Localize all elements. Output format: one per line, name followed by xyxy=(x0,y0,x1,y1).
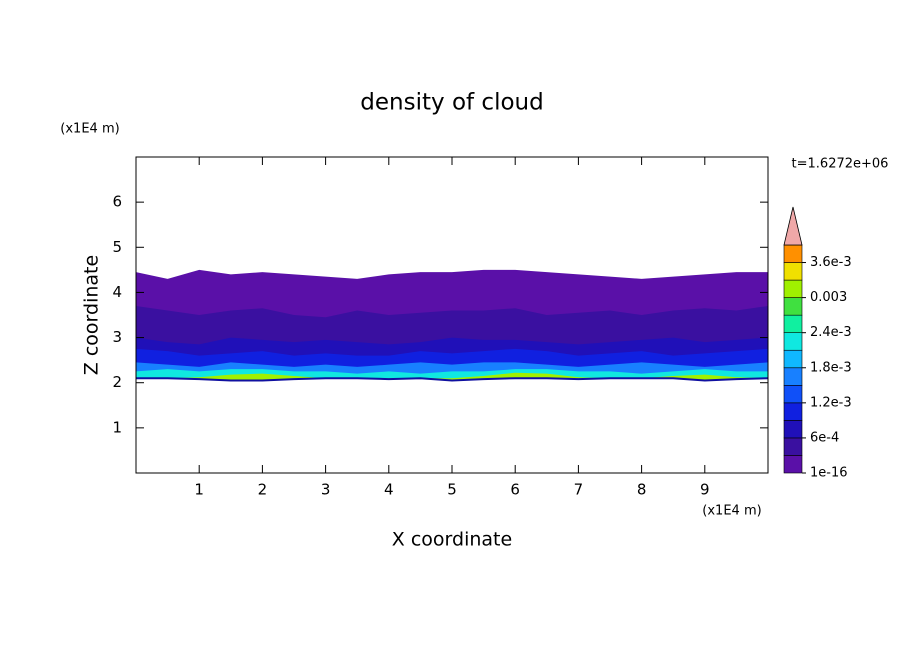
x-axis-label: X coordinate xyxy=(392,529,512,551)
colorbar-box xyxy=(783,349,803,369)
x-tick-label: 7 xyxy=(574,481,584,499)
x-tick-label: 2 xyxy=(258,481,268,499)
x-tick-label: 5 xyxy=(447,481,457,499)
x-tick-label: 1 xyxy=(194,481,204,499)
colorbar-label: 1.8e-3 xyxy=(810,360,852,375)
x-tick-label: 9 xyxy=(700,481,710,499)
colorbar-box xyxy=(783,420,803,439)
colorbar-label: 1e-16 xyxy=(810,466,848,481)
colorbar-box xyxy=(783,314,803,333)
colorbar-box xyxy=(783,367,803,386)
colorbar-box xyxy=(783,402,803,421)
x-tick-label: 6 xyxy=(510,481,520,499)
y-tick-label: 6 xyxy=(112,193,122,211)
colorbar-box xyxy=(783,455,803,474)
colorbar-extension xyxy=(783,206,803,246)
x-tick-label: 3 xyxy=(321,481,331,499)
colorbar-label: 1.2e-3 xyxy=(810,395,852,410)
chart-title: density of cloud xyxy=(360,90,543,116)
y-tick-label: 2 xyxy=(112,373,122,391)
y-tick-label: 1 xyxy=(112,418,122,436)
cloud-base xyxy=(136,377,769,382)
y-tick-label: 5 xyxy=(112,238,122,256)
colorbar-box xyxy=(783,262,803,281)
y-tick-label: 3 xyxy=(112,328,122,346)
colorbar-box xyxy=(783,244,803,263)
y-axis-label: Z coordinate xyxy=(81,255,103,375)
colorbar-label: 2.4e-3 xyxy=(810,325,852,340)
colorbar-box xyxy=(783,332,803,351)
colorbar-box xyxy=(783,437,803,456)
y-tick-label: 4 xyxy=(112,283,122,301)
y-unit: (x1E4 m) xyxy=(60,122,119,137)
colorbar-box xyxy=(783,279,803,298)
colorbar-label: 0.003 xyxy=(810,290,847,305)
x-unit: (x1E4 m) xyxy=(702,504,761,519)
x-tick-label: 8 xyxy=(637,481,647,499)
colorbar-label: 6e-4 xyxy=(810,430,839,445)
time-label: t=1.6272e+06 xyxy=(792,157,889,172)
colorbar-box xyxy=(783,385,803,404)
colorbar-box xyxy=(783,297,803,316)
colorbar-label: 3.6e-3 xyxy=(810,255,852,270)
x-tick-label: 4 xyxy=(384,481,394,499)
